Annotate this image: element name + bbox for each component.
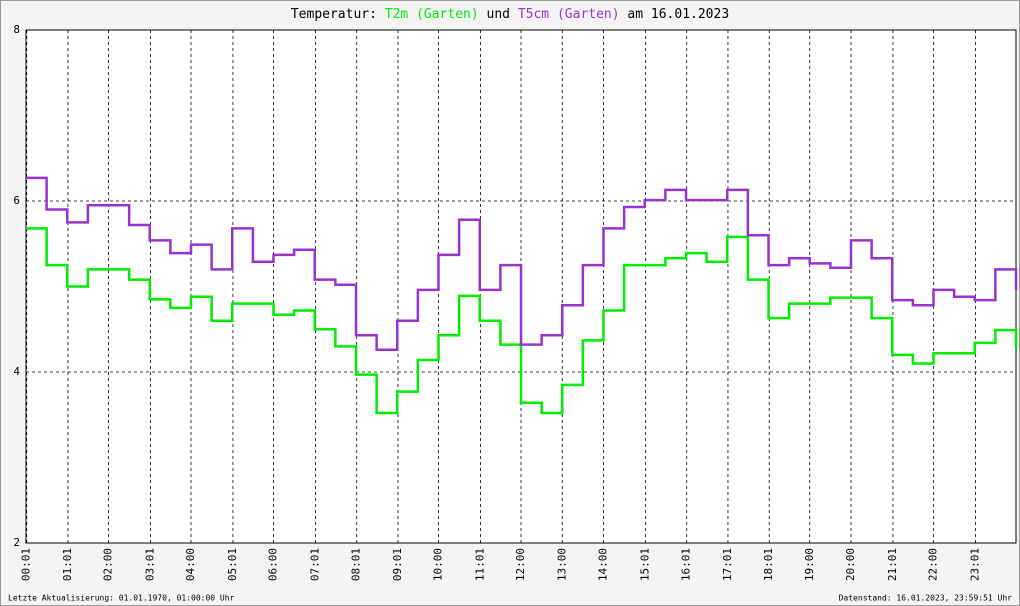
x-tick-label: 07:01: [308, 548, 321, 581]
chart-title: Temperatur: T2m (Garten) und T5cm (Garte…: [291, 7, 729, 22]
x-tick-label: 00:01: [20, 548, 33, 581]
x-tick-label: 03:01: [143, 548, 156, 581]
x-tick-label: 23:01: [968, 548, 981, 581]
x-tick-label: 04:00: [184, 548, 197, 581]
x-tick-label: 08:01: [350, 548, 363, 581]
x-tick-label: 20:00: [844, 548, 857, 581]
y-tick-label: 4: [13, 365, 20, 378]
x-tick-label: 17:01: [721, 548, 734, 581]
footer-right: Datenstand: 16.01.2023, 23:59:51 Uhr: [839, 594, 1013, 603]
series-line: [26, 176, 1018, 352]
x-tick-label: 18:01: [762, 548, 775, 581]
x-tick-label: 10:00: [432, 548, 445, 581]
footer-left: Letzte Aktualisierung: 01.01.1970, 01:00…: [8, 594, 235, 603]
y-tick-label: 8: [13, 23, 20, 36]
y-tick-label: 6: [13, 194, 20, 207]
title-middle: und: [487, 7, 510, 22]
x-tick-label: 11:01: [473, 548, 486, 581]
x-tick-label: 19:00: [803, 548, 816, 581]
x-tick-label: 16:01: [680, 548, 693, 581]
y-tick-label: 2: [13, 536, 20, 549]
x-tick-label: 14:00: [597, 548, 610, 581]
x-tick-label: 06:00: [267, 548, 280, 581]
x-tick-label: 02:00: [102, 548, 115, 581]
title-prefix: Temperatur:: [291, 7, 377, 22]
x-tick-label: 09:01: [391, 548, 404, 581]
x-tick-label: 12:00: [514, 548, 527, 581]
x-tick-label: 15:01: [638, 548, 651, 581]
x-tick-label: 05:01: [226, 548, 239, 581]
x-tick-label: 13:00: [555, 548, 568, 581]
title-series-2: T5cm (Garten): [518, 7, 620, 22]
x-tick-label: 21:01: [886, 548, 899, 581]
x-tick-label: 22:00: [927, 548, 940, 581]
title-suffix: am 16.01.2023: [627, 7, 729, 22]
x-tick-label: 01:01: [61, 548, 74, 581]
title-series-1: T2m (Garten): [385, 7, 479, 22]
